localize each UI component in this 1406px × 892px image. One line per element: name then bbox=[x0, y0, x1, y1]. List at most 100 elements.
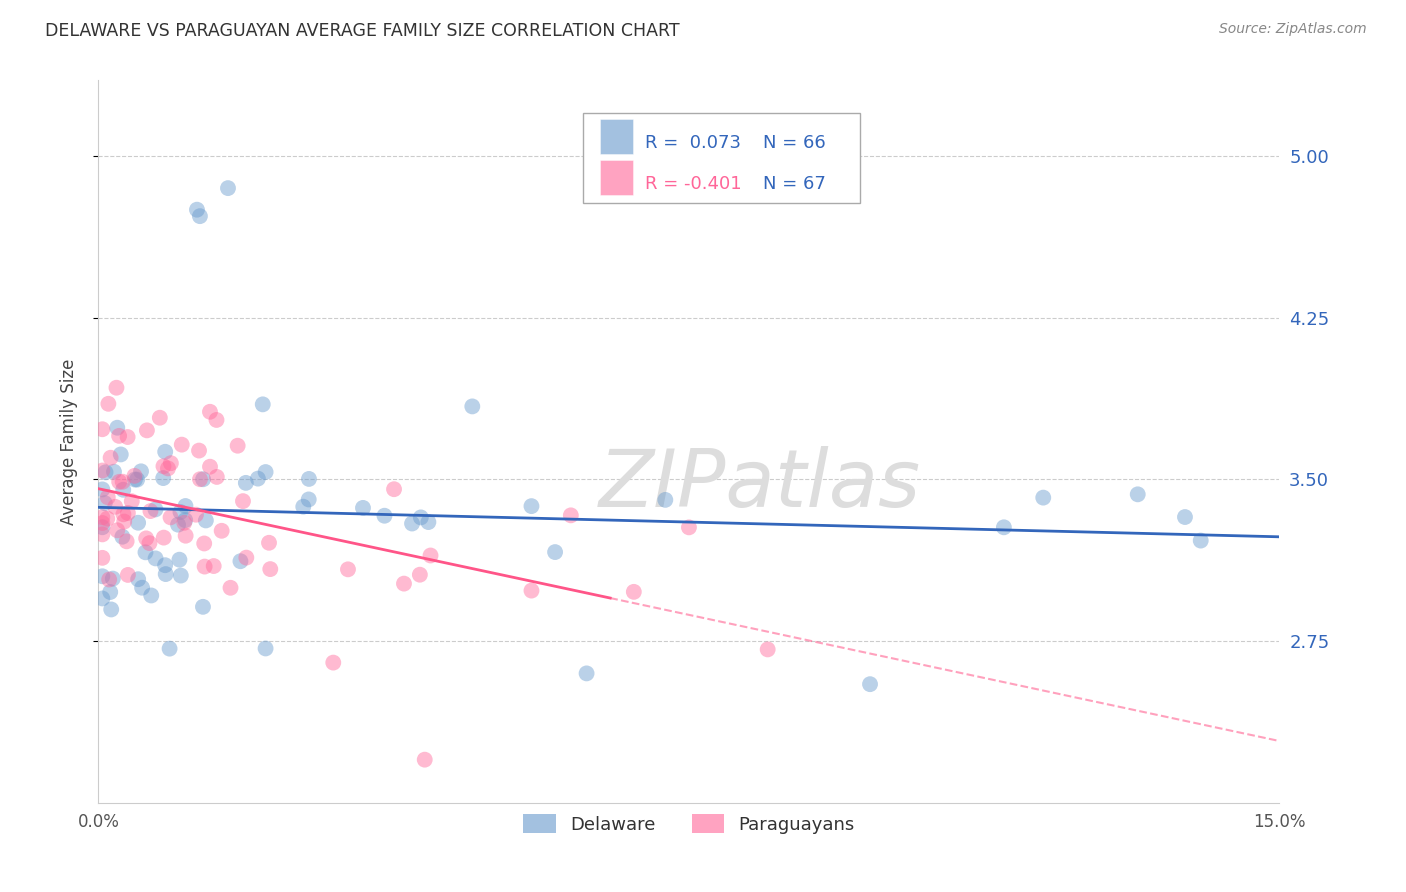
Point bbox=[105, 421, 128, 435]
Point bbox=[232, 494, 254, 508]
Point bbox=[170, 568, 193, 582]
Point bbox=[292, 500, 315, 514]
Point bbox=[121, 494, 143, 508]
Point bbox=[401, 516, 423, 531]
Point bbox=[409, 567, 432, 582]
Point bbox=[194, 513, 217, 527]
Point bbox=[91, 516, 114, 530]
Point bbox=[94, 496, 117, 510]
Point bbox=[186, 202, 208, 217]
Point bbox=[188, 443, 211, 458]
Point bbox=[246, 472, 269, 486]
Point bbox=[235, 475, 257, 490]
Point bbox=[91, 422, 114, 436]
Point bbox=[993, 520, 1015, 534]
Point bbox=[520, 583, 543, 598]
FancyBboxPatch shape bbox=[600, 120, 634, 153]
Point bbox=[91, 527, 114, 541]
Point bbox=[159, 641, 181, 656]
Text: R =  0.073: R = 0.073 bbox=[645, 134, 741, 152]
Point bbox=[419, 549, 441, 563]
Point bbox=[623, 584, 645, 599]
Point bbox=[91, 550, 114, 565]
Point bbox=[211, 524, 233, 538]
Y-axis label: Average Family Size: Average Family Size bbox=[59, 359, 77, 524]
Point bbox=[188, 209, 211, 223]
Point bbox=[257, 535, 280, 549]
Point bbox=[115, 534, 138, 549]
Point bbox=[96, 511, 118, 525]
Point bbox=[112, 483, 135, 497]
Point bbox=[152, 459, 174, 474]
Point bbox=[127, 516, 149, 530]
Point bbox=[392, 576, 415, 591]
Point bbox=[100, 450, 122, 465]
Point bbox=[198, 405, 221, 419]
Point bbox=[138, 536, 160, 550]
Point bbox=[153, 444, 176, 458]
Point bbox=[219, 581, 242, 595]
FancyBboxPatch shape bbox=[600, 160, 634, 194]
Point bbox=[91, 569, 114, 583]
Point bbox=[322, 656, 344, 670]
Point bbox=[169, 505, 191, 519]
Text: Source: ZipAtlas.com: Source: ZipAtlas.com bbox=[1219, 22, 1367, 37]
Point bbox=[111, 530, 134, 544]
Point bbox=[413, 753, 436, 767]
Point bbox=[101, 572, 124, 586]
Point bbox=[124, 468, 146, 483]
Point bbox=[91, 483, 114, 497]
Point bbox=[226, 439, 249, 453]
Point bbox=[156, 461, 179, 475]
Point bbox=[124, 473, 146, 487]
Point bbox=[91, 591, 114, 606]
Point bbox=[373, 508, 395, 523]
Point bbox=[129, 464, 152, 478]
Point bbox=[169, 552, 191, 566]
Point bbox=[1189, 533, 1212, 548]
Point bbox=[103, 465, 125, 479]
Point bbox=[678, 520, 700, 534]
Point bbox=[217, 181, 239, 195]
Point bbox=[97, 397, 120, 411]
Point bbox=[184, 508, 207, 522]
Point bbox=[141, 589, 163, 603]
Point bbox=[382, 482, 405, 496]
Point bbox=[112, 508, 135, 522]
Point bbox=[105, 524, 128, 538]
Point bbox=[105, 381, 128, 395]
Point bbox=[145, 502, 167, 516]
Point bbox=[1126, 487, 1149, 501]
Point bbox=[108, 429, 131, 443]
Point bbox=[94, 466, 117, 480]
Point bbox=[193, 536, 215, 550]
Point bbox=[108, 475, 131, 489]
Point bbox=[117, 430, 139, 444]
Point bbox=[174, 513, 197, 527]
Point bbox=[202, 559, 225, 574]
Point bbox=[174, 499, 197, 513]
Point bbox=[149, 410, 172, 425]
FancyBboxPatch shape bbox=[582, 112, 860, 203]
Point bbox=[153, 558, 176, 573]
Point bbox=[336, 562, 359, 576]
Point bbox=[235, 550, 257, 565]
Point bbox=[188, 472, 211, 486]
Point bbox=[409, 510, 432, 524]
Point bbox=[174, 529, 197, 543]
Text: ZIPatlas: ZIPatlas bbox=[599, 446, 921, 524]
Point bbox=[544, 545, 567, 559]
Point bbox=[117, 568, 139, 582]
Point bbox=[173, 516, 195, 530]
Point bbox=[160, 456, 183, 470]
Point bbox=[111, 475, 134, 489]
Point bbox=[110, 447, 132, 461]
Point bbox=[135, 423, 157, 437]
Point bbox=[194, 559, 217, 574]
Point bbox=[135, 532, 157, 546]
Point bbox=[859, 677, 882, 691]
Point bbox=[112, 515, 135, 529]
Text: R = -0.401: R = -0.401 bbox=[645, 175, 742, 193]
Point bbox=[205, 470, 228, 484]
Text: N = 67: N = 67 bbox=[763, 175, 827, 193]
